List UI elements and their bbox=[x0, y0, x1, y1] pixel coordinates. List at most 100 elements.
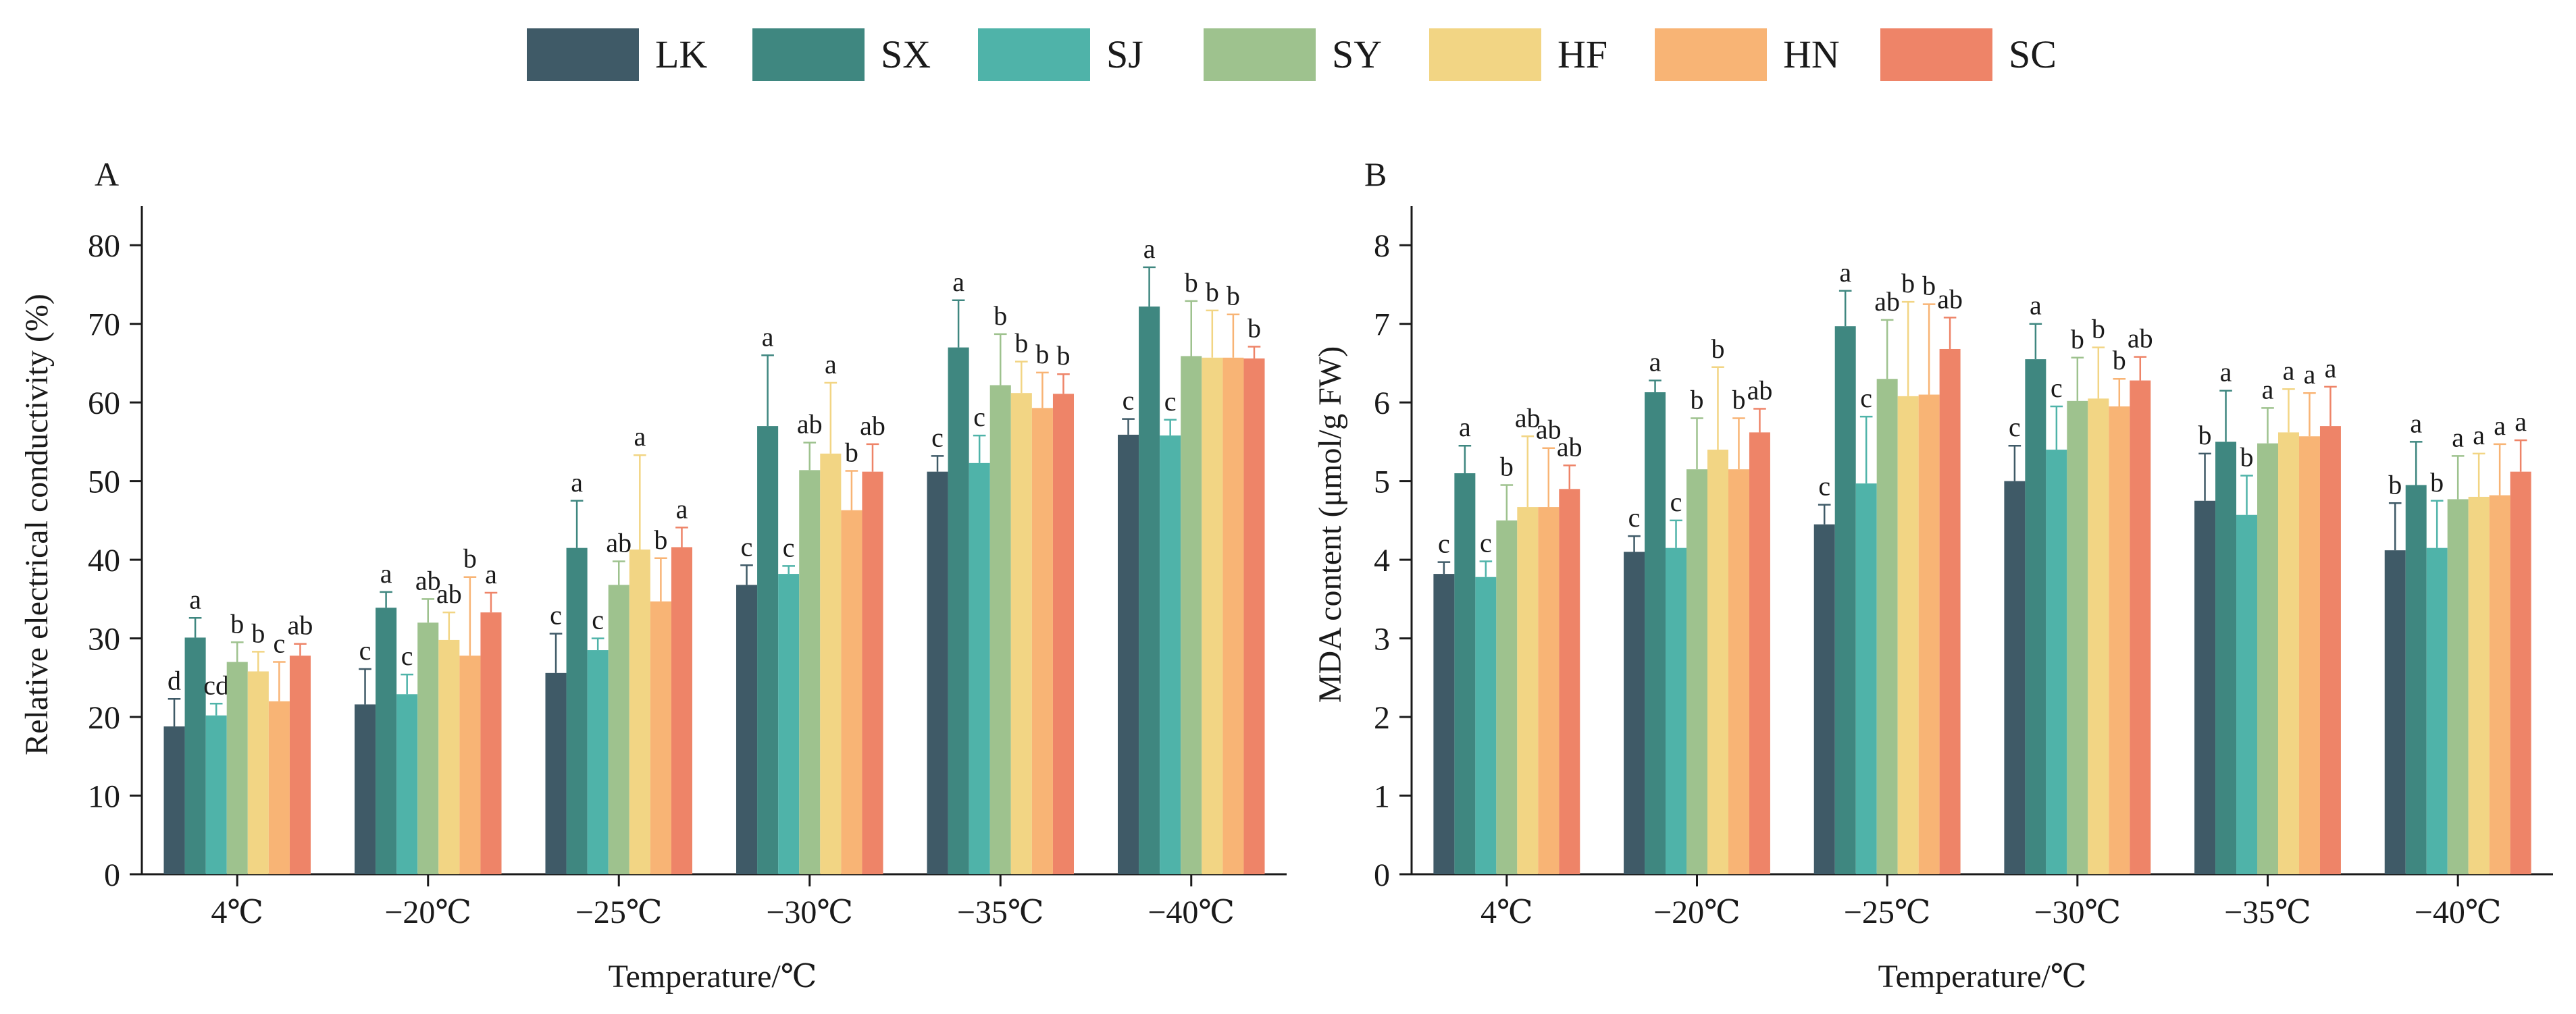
panel-b-bar-sy bbox=[2447, 499, 2469, 874]
panel-a-bar-sc bbox=[1052, 394, 1075, 874]
panel-a-y-axis-label: Relative electrical conductivity (%) bbox=[19, 294, 55, 755]
panel-a-bar-lk bbox=[545, 672, 567, 874]
panel-b-significance-letter: ab bbox=[1747, 375, 1773, 405]
panel-a-bar-lk bbox=[354, 704, 376, 874]
panel-b-significance-letter: a bbox=[2283, 355, 2295, 385]
panel-b-bar-sj bbox=[2236, 514, 2258, 874]
panel-a-significance-letter: b bbox=[1247, 313, 1261, 343]
panel-a-significance-letter: c bbox=[1164, 386, 1177, 417]
panel-b-significance-letter: ab bbox=[1937, 284, 1963, 314]
panel-b-label: B bbox=[1364, 155, 1387, 193]
panel-a-significance-letter: c bbox=[973, 402, 985, 432]
panel-a-y-tick-label: 50 bbox=[88, 464, 120, 500]
panel-b-significance-letter: a bbox=[2304, 359, 2316, 390]
panel-a-bar-hn bbox=[459, 656, 481, 874]
panel-a-bar-sy bbox=[226, 662, 248, 874]
panel-b-significance-letter: a bbox=[2220, 357, 2232, 388]
panel-a-bar-sx bbox=[757, 426, 779, 874]
legend-swatch-sy bbox=[1204, 28, 1316, 81]
panel-a-x-tick-label: −40℃ bbox=[1148, 895, 1235, 930]
panel-b-bar-sx bbox=[1645, 392, 1666, 874]
panel-a-significance-letter: a bbox=[1143, 234, 1156, 264]
panel-a-significance-letter: b bbox=[1014, 328, 1028, 358]
panel-a-x-tick-label: −25℃ bbox=[575, 895, 663, 930]
panel-a-bar-sx bbox=[566, 548, 588, 874]
panel-b-bar-sc bbox=[2319, 426, 2341, 874]
panel-b-bar-lk bbox=[2384, 550, 2406, 874]
panel-a-bar-hf bbox=[438, 639, 460, 874]
panel-a-significance-letter: c bbox=[401, 641, 413, 671]
panel-a-significance-letter: c bbox=[592, 605, 604, 635]
panel-b-significance-letter: a bbox=[2262, 374, 2274, 404]
panel-a-x-tick-label: −30℃ bbox=[766, 895, 853, 930]
panel-b-bar-lk bbox=[1433, 574, 1455, 874]
panel-a-x-tick-label: −35℃ bbox=[957, 895, 1044, 930]
panel-a-significance-letter: b bbox=[463, 543, 477, 574]
panel-a-significance-letter: a bbox=[762, 321, 774, 352]
panel-a-bar-lk bbox=[736, 585, 758, 874]
panel-b-bar-hf bbox=[2088, 398, 2109, 874]
panel-b-significance-letter: c bbox=[1480, 527, 1492, 558]
panel-b-bar-sc bbox=[1559, 489, 1580, 874]
panel-b-significance-letter: ab bbox=[1515, 402, 1541, 433]
panel-a-bar-sj bbox=[1160, 435, 1181, 874]
panel-b-bar-sc bbox=[2130, 380, 2151, 874]
panel-a-significance-letter: ab bbox=[436, 579, 462, 609]
panel-b-significance-letter: b bbox=[2092, 314, 2105, 344]
panel-b-bar-hf bbox=[2468, 496, 2490, 874]
panel-b-x-tick-label: −35℃ bbox=[2224, 895, 2311, 930]
panel-b-significance-letter: b bbox=[2240, 442, 2254, 472]
panel-b-bar-sx bbox=[2405, 485, 2427, 874]
panel-a-significance-letter: a bbox=[634, 421, 646, 452]
panel-b-significance-letter: b bbox=[1732, 384, 1745, 415]
panel-b-x-tick-label: −20℃ bbox=[1653, 895, 1741, 930]
panel-a-significance-letter: ab bbox=[606, 527, 632, 558]
panel-b-bar-sj bbox=[2046, 450, 2067, 874]
panel-b-significance-letter: b bbox=[2430, 467, 2444, 498]
panel-a-significance-letter: cd bbox=[203, 670, 229, 700]
panel-a-bar-hf bbox=[820, 453, 842, 874]
panel-a-significance-letter: c bbox=[1123, 385, 1135, 416]
panel-a-significance-letter: a bbox=[485, 559, 497, 589]
legend-label-sj: SJ bbox=[1106, 32, 1143, 76]
panel-b-significance-letter: a bbox=[1459, 412, 1471, 442]
legend: LK SX SJ SY HF HN SC bbox=[527, 28, 2057, 81]
panel-b-y-axis-label: MDA content (μmol/g FW) bbox=[1312, 346, 1348, 703]
panel-b-significance-letter: b bbox=[2198, 420, 2212, 450]
panel-a-bar-hn bbox=[1031, 408, 1053, 874]
panel-a-bar-sx bbox=[948, 347, 969, 874]
panel-b-bar-sc bbox=[1749, 432, 1770, 874]
panel-b-bar-sy bbox=[1876, 379, 1898, 874]
panel-a-plot: 0 10 20 30 40 50 60 70 80 4℃ −20℃ −25℃ −30℃ −35℃ −40℃ d… bbox=[88, 206, 1287, 930]
legend-label-sx: SX bbox=[881, 32, 931, 76]
panel-b-y-tick-label: 8 bbox=[1374, 228, 1390, 264]
panel-b-y-tick-label: 0 bbox=[1374, 857, 1390, 893]
panel-a-bar-hf bbox=[247, 671, 269, 874]
panel-a-significance-letter: b bbox=[994, 300, 1007, 331]
panel-b-y-tick-label: 7 bbox=[1374, 307, 1390, 343]
panel-b-bar-lk bbox=[2004, 481, 2026, 874]
panel-b-y-tick-label: 4 bbox=[1374, 543, 1390, 579]
panel-a-bar-hn bbox=[650, 601, 671, 874]
panel-a-bar-sj bbox=[396, 694, 418, 874]
panel-a-significance-letter: a bbox=[676, 493, 688, 524]
legend-label-sy: SY bbox=[1332, 32, 1382, 76]
panel-a-significance-letter: b bbox=[1227, 281, 1240, 311]
legend-label-lk: LK bbox=[655, 32, 707, 76]
panel-b-significance-letter: a bbox=[2325, 353, 2337, 383]
panel-b-bar-sy bbox=[2067, 400, 2088, 874]
panel-b-bar-sy bbox=[2257, 443, 2278, 874]
panel-b-y-tick-label: 3 bbox=[1374, 622, 1390, 658]
panel-a-bar-lk bbox=[927, 471, 948, 874]
panel-b-x-axis-label: Temperature/℃ bbox=[1878, 959, 2087, 994]
panel-a-significance-letter: a bbox=[380, 558, 392, 589]
legend-label-hf: HF bbox=[1557, 32, 1607, 76]
panel-b-significance-letter: ab bbox=[2128, 323, 2153, 354]
panel-b-bar-sj bbox=[1666, 548, 1687, 874]
panel-a-significance-letter: b bbox=[251, 618, 265, 648]
panel-b-significance-letter: b bbox=[2113, 345, 2126, 375]
panel-a-bar-sc bbox=[289, 656, 311, 874]
panel-a-bar-sj bbox=[778, 574, 800, 874]
panel-a-x-axis-label: Temperature/℃ bbox=[609, 959, 817, 994]
